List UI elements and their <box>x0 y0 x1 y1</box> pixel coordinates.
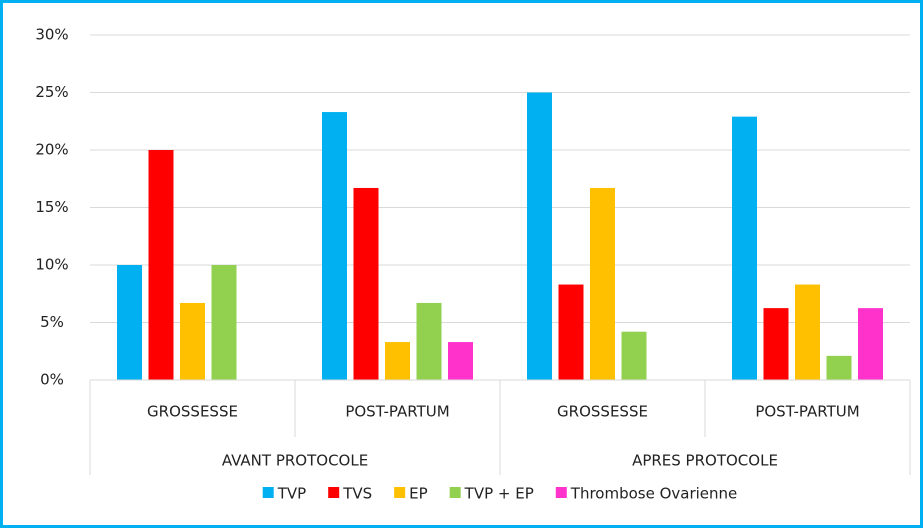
legend-swatch <box>328 487 340 498</box>
bar <box>621 331 647 380</box>
group-label: AVANT PROTOCOLE <box>222 452 368 470</box>
y-tick-label: 0% <box>40 371 64 389</box>
bar <box>353 187 379 380</box>
legend-swatch <box>394 487 406 498</box>
y-tick-label: 30% <box>35 26 68 44</box>
legend-label: EP <box>409 485 428 503</box>
y-tick-label: 10% <box>35 256 68 274</box>
bar <box>558 284 584 380</box>
legend-swatch <box>262 487 274 498</box>
legend-swatch <box>449 487 461 498</box>
bar <box>322 112 347 381</box>
bar <box>180 302 205 380</box>
bar <box>117 265 142 380</box>
bar <box>763 308 789 380</box>
bar <box>448 342 473 380</box>
x-tick-label: GROSSESSE <box>147 403 238 421</box>
bar <box>590 187 615 380</box>
x-tick-label: POST-PARTUM <box>755 403 859 421</box>
y-tick-label: 25% <box>35 83 68 101</box>
legend-label: TVS <box>342 485 372 503</box>
bar <box>416 302 442 380</box>
y-tick-label: 20% <box>35 141 68 159</box>
legend-swatch <box>555 487 567 498</box>
bar <box>211 265 237 380</box>
legend-label: TVP <box>277 485 306 503</box>
legend-label: Thrombose Ovarienne <box>570 485 738 503</box>
group-label: APRES PROTOCOLE <box>632 452 778 470</box>
x-tick-label: POST-PARTUM <box>345 403 449 421</box>
bar <box>527 92 552 380</box>
bar <box>385 342 410 380</box>
y-tick-label: 5% <box>40 313 64 331</box>
legend-label: TVP + EP <box>464 485 534 503</box>
bar <box>795 284 820 380</box>
bar <box>148 150 174 380</box>
x-tick-label: GROSSESSE <box>557 403 648 421</box>
bar <box>732 116 757 381</box>
y-tick-label: 15% <box>35 198 68 216</box>
bar <box>826 355 852 380</box>
bar <box>858 308 883 380</box>
